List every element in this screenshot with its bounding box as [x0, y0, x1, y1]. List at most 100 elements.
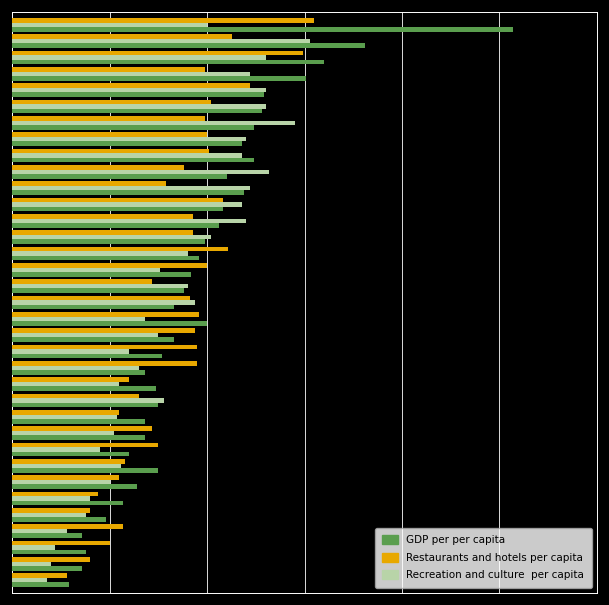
Bar [12, 174, 227, 178]
Bar [12, 169, 269, 174]
Bar [12, 83, 250, 88]
Bar [12, 88, 266, 93]
Bar [12, 198, 223, 202]
Bar [12, 387, 157, 391]
Bar [12, 93, 264, 97]
Bar [12, 104, 266, 109]
Bar [12, 22, 207, 27]
Bar [12, 414, 118, 419]
Bar [12, 60, 324, 64]
Bar [12, 289, 184, 293]
Bar [12, 272, 191, 276]
Bar [12, 485, 137, 489]
Bar [12, 382, 119, 387]
Bar [12, 508, 90, 512]
Bar [12, 34, 233, 39]
Bar [12, 557, 90, 561]
Bar [12, 280, 152, 284]
Bar [12, 566, 82, 571]
Bar [12, 231, 194, 235]
Bar [12, 39, 311, 44]
Bar [12, 44, 365, 48]
Bar [12, 349, 129, 354]
Bar [12, 370, 145, 374]
Bar [12, 574, 67, 578]
Bar [12, 256, 199, 260]
Bar [12, 398, 164, 403]
Bar [12, 447, 100, 452]
Bar [12, 251, 188, 256]
Bar [12, 247, 228, 251]
Bar [12, 525, 123, 529]
Bar [12, 240, 205, 244]
Bar [12, 345, 197, 349]
Bar [12, 550, 86, 554]
Bar [12, 125, 254, 129]
Bar [12, 132, 207, 137]
Bar [12, 354, 162, 358]
Bar [12, 182, 166, 186]
Bar [12, 501, 123, 505]
Bar [12, 427, 152, 431]
Bar [12, 529, 67, 534]
Bar [12, 480, 110, 485]
Bar [12, 436, 145, 440]
Bar [12, 305, 174, 309]
Bar [12, 338, 174, 342]
Bar [12, 316, 145, 321]
Bar [12, 378, 129, 382]
Bar [12, 71, 250, 76]
Bar [12, 365, 139, 370]
Bar [12, 545, 55, 550]
Bar [12, 541, 110, 545]
Bar [12, 419, 145, 424]
Bar [12, 496, 90, 501]
Bar [12, 476, 119, 480]
Bar [12, 27, 513, 31]
Bar [12, 583, 69, 587]
Bar [12, 463, 121, 468]
Bar [12, 76, 306, 80]
Bar [12, 186, 250, 191]
Bar [12, 207, 223, 211]
Bar [12, 120, 295, 125]
Legend: GDP per per capita, Restaurants and hotels per capita, Recreation and culture  p: GDP per per capita, Restaurants and hote… [375, 528, 591, 587]
Bar [12, 191, 244, 195]
Bar [12, 109, 262, 113]
Bar [12, 158, 254, 162]
Bar [12, 116, 205, 120]
Bar [12, 333, 158, 338]
Bar [12, 149, 209, 153]
Bar [12, 214, 194, 218]
Bar [12, 468, 158, 473]
Bar [12, 561, 51, 566]
Bar [12, 394, 139, 398]
Bar [12, 321, 207, 325]
Bar [12, 235, 211, 240]
Bar [12, 202, 242, 207]
Bar [12, 218, 246, 223]
Bar [12, 431, 113, 436]
Bar [12, 300, 195, 305]
Bar [12, 153, 242, 158]
Bar [12, 55, 266, 60]
Bar [12, 223, 219, 227]
Bar [12, 67, 205, 71]
Bar [12, 517, 106, 522]
Bar [12, 18, 314, 22]
Bar [12, 100, 211, 104]
Bar [12, 361, 197, 365]
Bar [12, 534, 82, 538]
Bar [12, 329, 195, 333]
Bar [12, 51, 303, 55]
Bar [12, 452, 129, 456]
Bar [12, 296, 189, 300]
Bar [12, 459, 125, 463]
Bar [12, 410, 119, 414]
Bar [12, 492, 98, 496]
Bar [12, 263, 207, 267]
Bar [12, 512, 86, 517]
Bar [12, 403, 158, 407]
Bar [12, 443, 158, 447]
Bar [12, 312, 199, 316]
